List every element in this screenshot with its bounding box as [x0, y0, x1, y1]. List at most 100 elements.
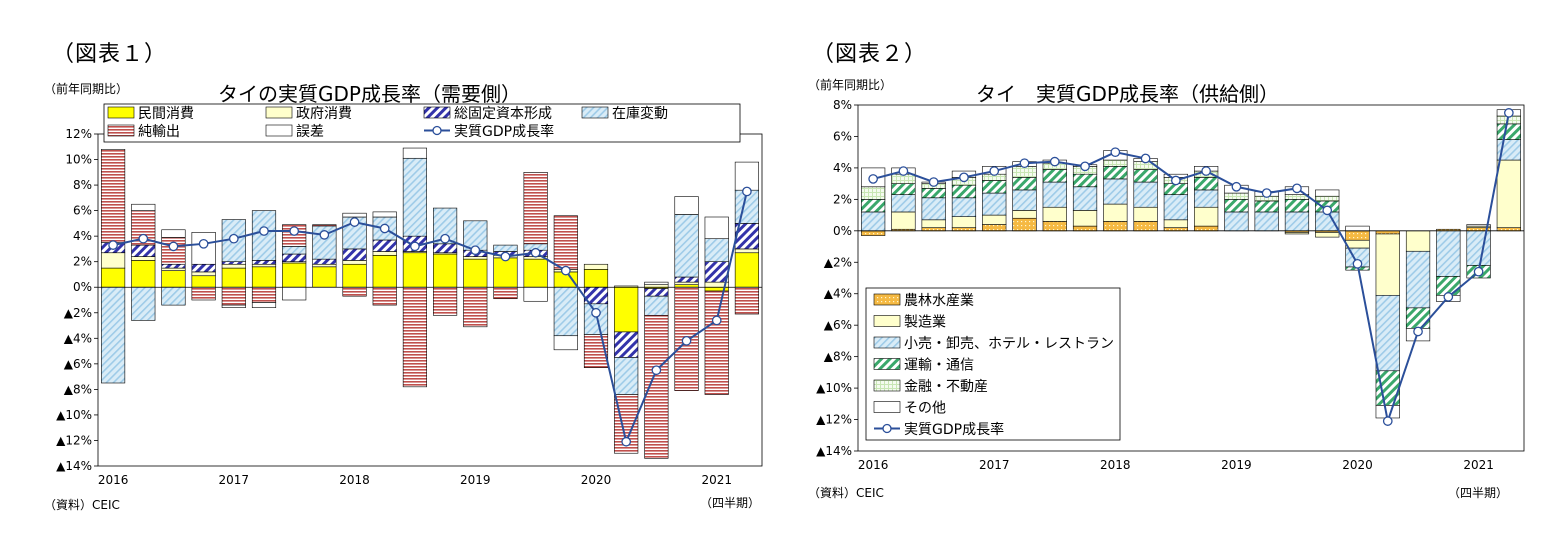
bar-segment	[523, 286, 548, 302]
bar-segment	[704, 290, 729, 395]
bar-segment	[951, 184, 977, 199]
bar-segment	[1072, 173, 1098, 188]
gdp-growth-point	[470, 245, 481, 256]
gdp-growth-point	[959, 172, 969, 183]
bar-segment	[1133, 181, 1158, 208]
bar-segment	[221, 261, 246, 265]
legend-swatch	[873, 379, 901, 392]
bar-segment	[583, 269, 609, 288]
bar-segment	[523, 258, 548, 288]
bar-segment	[583, 334, 609, 368]
bar-segment	[221, 263, 246, 269]
bar-segment	[463, 258, 488, 288]
bar-segment	[1072, 210, 1098, 227]
legend-marker	[432, 125, 442, 136]
bar-segment	[951, 216, 977, 228]
bar-segment	[402, 147, 427, 159]
legend-swatch	[873, 358, 901, 370]
bar-segment	[1405, 307, 1431, 329]
bar-segment	[1194, 189, 1219, 208]
legend-swatch	[107, 124, 135, 137]
bar-segment	[921, 197, 946, 221]
gdp-growth-point	[319, 230, 330, 240]
bar-segment	[342, 260, 367, 265]
bar-segment	[734, 286, 759, 315]
bar-segment	[614, 331, 639, 358]
x-tick-label: 2020	[581, 473, 612, 487]
bar-segment	[402, 157, 427, 237]
legend-label: 政府消費	[296, 106, 352, 122]
y-tick-label: ▲14%	[56, 459, 92, 473]
bar-segment	[1405, 230, 1431, 252]
bar-segment	[493, 286, 518, 300]
gdp-growth-point	[349, 217, 360, 227]
legend-label: 小売・卸売、ホテル・レストラン	[904, 336, 1114, 352]
gdp-growth-point	[1171, 175, 1181, 186]
gdp-growth-point	[1080, 161, 1090, 172]
gdp-growth-point	[500, 251, 511, 262]
gdp-growth-point	[440, 233, 450, 244]
gdp-growth-point	[591, 307, 601, 318]
gdp-growth-point	[651, 365, 662, 376]
x-tick-label: 2020	[1342, 458, 1373, 472]
bar-segment	[402, 252, 427, 288]
bar-segment	[101, 252, 126, 269]
bar-segment	[891, 211, 916, 230]
legend-label: 実質GDP成長率	[454, 123, 554, 140]
y-tick-label: ▲12%	[816, 413, 852, 427]
bar-segment	[1042, 169, 1067, 183]
legend-label: 実質GDP成長率	[904, 421, 1004, 438]
y-axis: 12% 10% 8% 6% 4% 2% 0% ▲2% ▲4% ▲6% ▲8% ▲10% ▲12% ▲14%	[56, 127, 98, 473]
gdp-growth-point	[289, 226, 300, 236]
bar-segment	[463, 256, 488, 260]
bar-segment	[1194, 225, 1219, 232]
gdp-growth-point	[1443, 292, 1454, 302]
gdp-growth-point	[1292, 183, 1302, 194]
x-tick-label: 2018	[1100, 458, 1131, 472]
gdp-growth-point	[989, 166, 1000, 176]
bar-segment	[1315, 189, 1340, 197]
gdp-growth-point	[1140, 153, 1151, 164]
bar-segment	[644, 281, 669, 285]
bar-segment	[1284, 199, 1310, 213]
y-axis: 8% 6% 4% 2% 0% ▲2% ▲4% ▲6% ▲8% ▲10% ▲12% ▲14%	[816, 98, 858, 458]
bar-segment	[734, 252, 759, 288]
bar-segment	[191, 263, 216, 273]
x-axis: 2016 2017 2018 2019 2020 2021	[98, 473, 732, 487]
bar-segment	[921, 188, 946, 199]
y-tick-label: ▲4%	[824, 287, 852, 301]
gdp-growth-point	[1322, 205, 1333, 216]
bar-segment	[1042, 181, 1067, 208]
bar-segment	[1194, 206, 1219, 227]
y-tick-label: ▲8%	[824, 350, 852, 364]
chart-title: タイの実質GDP成長率（需要側）	[218, 82, 521, 106]
bar-segment	[1163, 227, 1188, 232]
bar-segment	[1072, 186, 1098, 211]
bar-segment	[644, 315, 669, 459]
y-tick-label: 6%	[833, 129, 852, 143]
x-tick-label: 2018	[339, 473, 370, 487]
bar-segment	[1103, 203, 1128, 222]
bar-segment	[372, 255, 397, 288]
bar-segment	[221, 267, 246, 288]
bar-segment	[921, 219, 946, 228]
y-tick-label: 0%	[833, 224, 852, 238]
bar-segment	[101, 286, 126, 384]
gdp-growth-point	[379, 223, 390, 234]
bar-segment	[1496, 227, 1521, 232]
bar-segment	[372, 286, 397, 306]
bar-segment	[1345, 230, 1370, 241]
bar-segment	[1163, 219, 1188, 228]
figure-label: （図表１）	[52, 42, 168, 67]
bar-segment	[1072, 225, 1098, 232]
bar-segment	[951, 197, 977, 217]
bar-segment	[614, 394, 639, 454]
bar-segment	[251, 260, 277, 265]
bar-segment	[1405, 250, 1431, 309]
gdp-growth-point	[228, 233, 239, 244]
x-tick-label: 2016	[858, 458, 889, 472]
bar-segment	[1466, 230, 1491, 266]
y-tick-label: 12%	[65, 127, 92, 141]
gdp-growth-point	[928, 177, 939, 187]
quarter-note: （四半期）	[1448, 486, 1509, 500]
